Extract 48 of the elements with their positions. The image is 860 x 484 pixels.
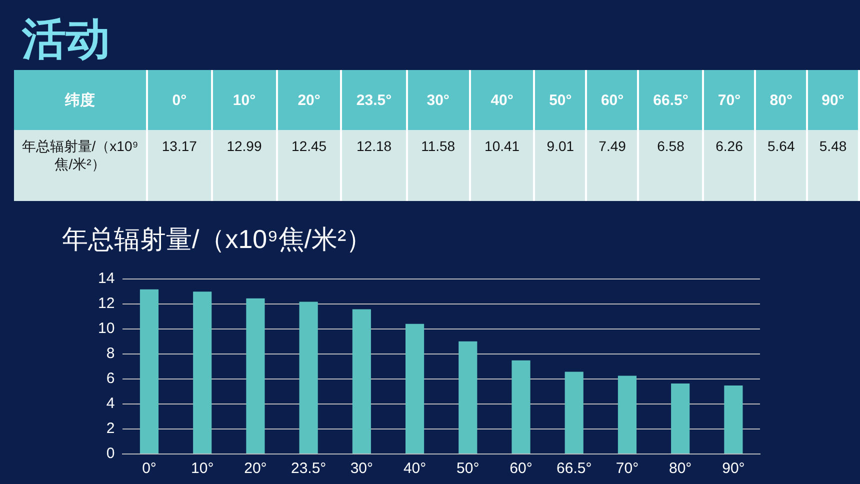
- y-tick-label: 8: [106, 345, 115, 362]
- x-tick-label: 66.5°: [556, 460, 592, 478]
- x-tick-label: 23.5°: [290, 460, 326, 478]
- y-tick-label: 14: [98, 270, 115, 288]
- x-tick-label: 70°: [616, 460, 639, 478]
- category-label: 90°: [822, 92, 844, 108]
- y-tick-label: 0: [106, 445, 115, 462]
- text: 6.26: [703, 130, 756, 201]
- category-label: 23.5°: [356, 92, 392, 108]
- x-tick-label: 80°: [668, 460, 692, 478]
- y-tick-label: 6: [106, 370, 115, 388]
- text: 11.58: [406, 130, 470, 201]
- category-label: 30°: [426, 92, 450, 108]
- category-label: 40°: [490, 92, 514, 108]
- y-tick-label: 2: [106, 420, 115, 438]
- text: 9.01: [534, 130, 586, 201]
- x-tick-label: 40°: [403, 460, 426, 478]
- text: 12.45: [276, 130, 342, 201]
- x-tick-label: 60°: [510, 460, 532, 478]
- chart-title: 活动: [22, 13, 110, 67]
- text: 12.18: [341, 130, 407, 201]
- text: 5.64: [755, 130, 808, 201]
- y-tick-label: 4: [106, 395, 115, 412]
- category-label: 20°: [298, 92, 320, 108]
- x-tick-label: 10°: [191, 460, 214, 478]
- chart-subtitle: 年总辐射量/（x10⁹焦/米²）: [62, 223, 372, 256]
- text: 5.48: [807, 130, 859, 201]
- y-tick-label: 12: [98, 295, 115, 312]
- x-tick-label: 90°: [722, 460, 745, 478]
- text: 年总辐射量/（x10⁹焦/米²）: [22, 138, 138, 172]
- y-tick-label: 10: [98, 320, 115, 338]
- text: 7.49: [586, 130, 638, 201]
- category-label: 60°: [600, 92, 624, 108]
- text: 12.99: [212, 130, 277, 201]
- text: 6.58: [638, 130, 704, 201]
- x-tick-label: 20°: [244, 460, 267, 478]
- category-label: 66.5°: [653, 92, 688, 108]
- text: 10.41: [470, 130, 534, 201]
- x-tick-label: 50°: [456, 460, 480, 478]
- category-label: 0°: [172, 92, 187, 108]
- x-tick-label: 30°: [350, 460, 374, 478]
- text: 纬度: [14, 70, 147, 130]
- x-tick-label: 0°: [142, 460, 156, 478]
- category-label: 70°: [718, 92, 741, 108]
- text: 13.17: [147, 130, 212, 201]
- category-label: 80°: [770, 92, 792, 108]
- category-label: 10°: [232, 92, 256, 108]
- category-label: 50°: [549, 92, 572, 108]
